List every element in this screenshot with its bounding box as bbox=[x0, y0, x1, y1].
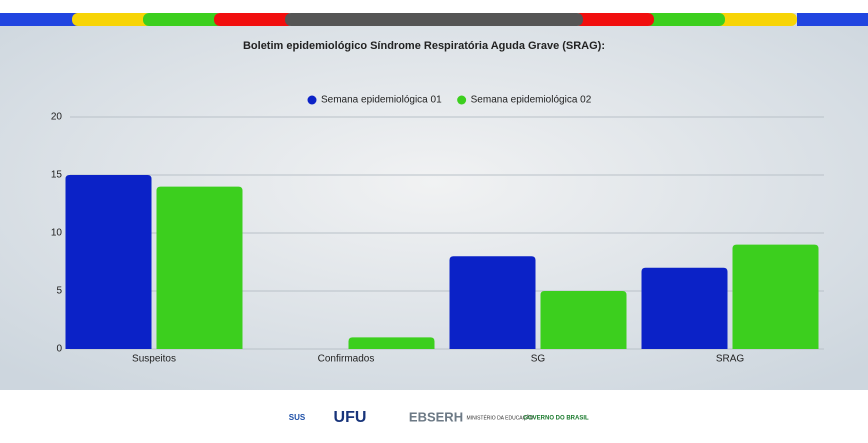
legend-marker bbox=[457, 95, 467, 105]
footer: SUS UFU EBSERH MINISTÉRIO DA EDUCAÇÃO GO… bbox=[289, 409, 589, 426]
top-stripe bbox=[0, 13, 868, 26]
bar bbox=[449, 256, 536, 349]
legend-marker bbox=[307, 95, 317, 105]
legend-label: Semana epidemiológica 01 bbox=[321, 95, 442, 106]
bar bbox=[348, 337, 435, 349]
y-tick-label: 5 bbox=[56, 286, 62, 297]
logo: GOVERNO DO BRASIL bbox=[523, 416, 589, 422]
x-tick-label: SRAG bbox=[716, 354, 745, 365]
bar bbox=[156, 186, 243, 349]
legend-label: Semana epidemiológica 02 bbox=[471, 95, 592, 106]
x-tick-label: Confirmados bbox=[318, 354, 375, 365]
bar bbox=[540, 291, 627, 349]
y-tick-label: 10 bbox=[51, 228, 63, 239]
y-tick-label: 15 bbox=[51, 170, 63, 181]
y-tick-label: 0 bbox=[56, 344, 62, 355]
chart-title: Boletim epidemiológico Síndrome Respirat… bbox=[243, 40, 605, 52]
y-tick-label: 20 bbox=[51, 112, 63, 123]
x-tick-label: SG bbox=[531, 354, 546, 365]
bar bbox=[732, 244, 819, 349]
logo: UFU bbox=[334, 409, 367, 426]
logo: MINISTÉRIO DA EDUCAÇÃO bbox=[467, 414, 534, 421]
bar bbox=[641, 267, 728, 349]
logo: EBSERH bbox=[409, 409, 463, 424]
x-tick-label: Suspeitos bbox=[132, 354, 176, 365]
bar bbox=[65, 175, 152, 349]
logo: SUS bbox=[289, 413, 306, 422]
